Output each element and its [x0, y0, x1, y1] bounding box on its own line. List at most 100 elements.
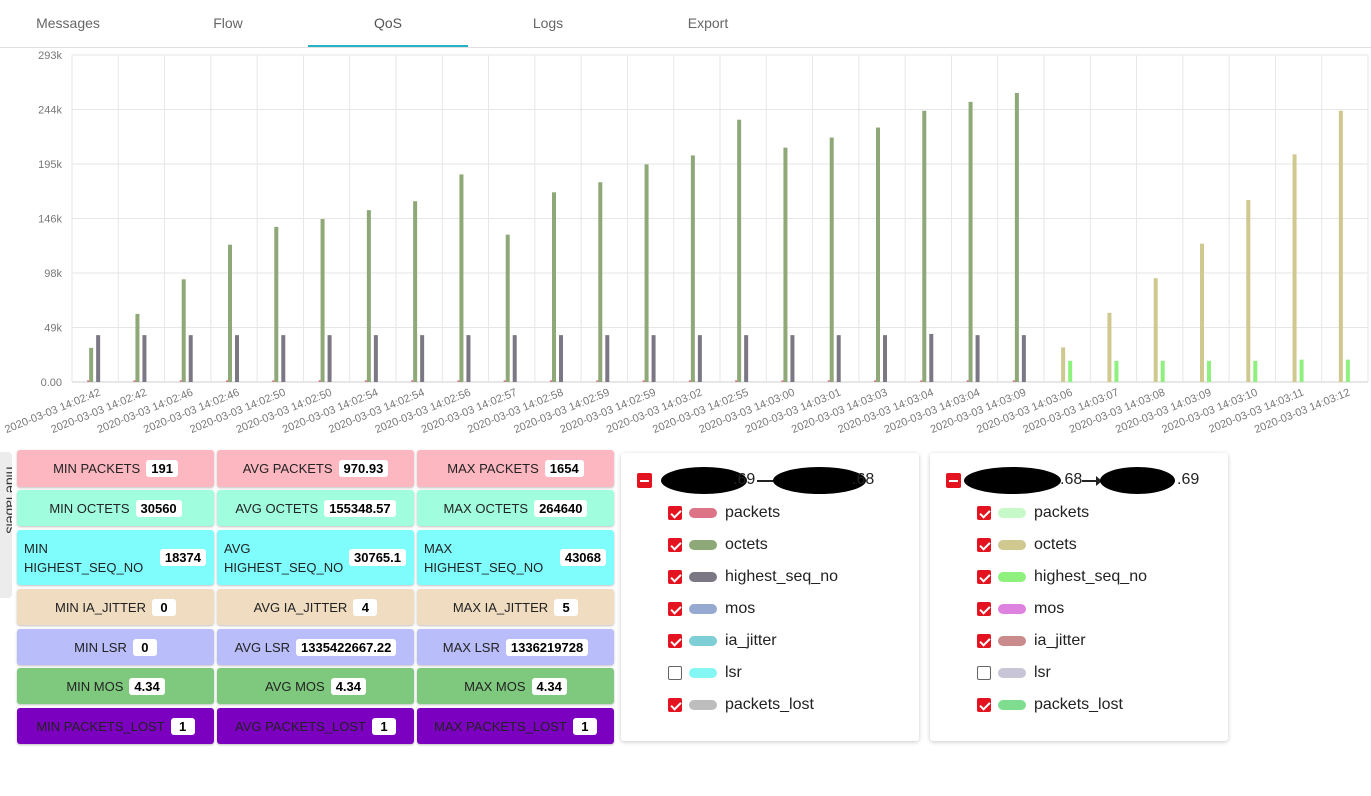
chart-bar[interactable]	[459, 174, 464, 382]
series-toggle-octets[interactable]: octets	[668, 535, 908, 557]
chart-bar[interactable]	[512, 335, 517, 382]
chart-bar[interactable]	[968, 101, 973, 382]
chart-bar[interactable]	[228, 244, 232, 382]
chart-bar[interactable]	[874, 380, 876, 382]
chart-bar[interactable]	[420, 335, 425, 382]
series-toggle-ia-jitter[interactable]: ia_jitter	[668, 631, 908, 653]
chart-bar[interactable]	[466, 335, 471, 382]
series-checkbox[interactable]	[668, 666, 682, 680]
chart-bar[interactable]	[827, 380, 830, 382]
chart-bar[interactable]	[790, 335, 795, 382]
chart-bar[interactable]	[272, 380, 275, 382]
chart-bar[interactable]	[1160, 360, 1165, 382]
chart-bar[interactable]	[133, 380, 136, 382]
series-checkbox[interactable]	[977, 570, 991, 584]
chart-bar[interactable]	[1061, 347, 1066, 382]
chart-bar[interactable]	[1068, 360, 1073, 382]
series-toggle-octets[interactable]: octets	[977, 535, 1217, 557]
chart-bar[interactable]	[366, 210, 371, 382]
chart-bar[interactable]	[457, 380, 460, 382]
chart-bar[interactable]	[1200, 243, 1204, 382]
series-checkbox[interactable]	[977, 698, 991, 712]
chart-bar[interactable]	[318, 380, 321, 382]
chart-bar[interactable]	[226, 380, 228, 382]
chart-bar[interactable]	[737, 119, 742, 382]
chart-bar[interactable]	[413, 201, 418, 382]
chart-bar[interactable]	[364, 380, 367, 382]
chart-bar[interactable]	[1207, 360, 1211, 382]
chart-bar[interactable]	[642, 380, 645, 382]
series-checkbox[interactable]	[977, 666, 991, 680]
chart-bar[interactable]	[688, 380, 691, 382]
chart-bar[interactable]	[1345, 359, 1350, 382]
chart-bar[interactable]	[929, 333, 934, 382]
chart-bar[interactable]	[281, 335, 286, 382]
chart-bar[interactable]	[1338, 110, 1343, 382]
chart-bar[interactable]	[1153, 278, 1158, 382]
chart-bar[interactable]	[87, 380, 90, 382]
chart-bar[interactable]	[876, 127, 880, 382]
series-checkbox[interactable]	[668, 634, 682, 648]
chart-bar[interactable]	[605, 335, 610, 382]
series-checkbox[interactable]	[977, 538, 991, 552]
series-checkbox[interactable]	[668, 602, 682, 616]
chart-bar[interactable]	[783, 147, 788, 382]
chart-bar[interactable]	[781, 380, 784, 382]
chart-bar[interactable]	[503, 380, 506, 382]
chart-bar[interactable]	[1292, 154, 1297, 382]
chart-bar[interactable]	[1253, 360, 1258, 382]
chart-bar[interactable]	[1012, 380, 1015, 382]
chart-bar[interactable]	[181, 279, 186, 382]
series-toggle-packets[interactable]: packets	[977, 503, 1217, 525]
chart-bar[interactable]	[188, 335, 193, 382]
series-toggle-lsr[interactable]: lsr	[668, 663, 908, 685]
series-toggle-highest-seq-no[interactable]: highest_seq_no	[668, 567, 908, 589]
chart-bar[interactable]	[1014, 92, 1019, 383]
chart-bar[interactable]	[1299, 359, 1304, 382]
chart-bar[interactable]	[235, 335, 239, 382]
series-checkbox[interactable]	[668, 538, 682, 552]
chart-bar[interactable]	[274, 226, 279, 382]
chart-bar[interactable]	[327, 335, 332, 382]
series-toggle-packets-lost[interactable]: packets_lost	[668, 695, 908, 717]
series-toggle-mos[interactable]: mos	[977, 599, 1217, 621]
series-toggle-packets-lost[interactable]: packets_lost	[977, 695, 1217, 717]
chart-bar[interactable]	[552, 192, 556, 382]
chart-bar[interactable]	[596, 380, 599, 382]
chart-bar[interactable]	[975, 335, 980, 382]
chart-bar[interactable]	[697, 335, 702, 382]
series-toggle-lsr[interactable]: lsr	[977, 663, 1217, 685]
chart-bar[interactable]	[966, 380, 969, 382]
chart-bar[interactable]	[744, 335, 749, 382]
series-checkbox[interactable]	[668, 506, 682, 520]
chart-bar[interactable]	[96, 335, 101, 382]
chart-bar[interactable]	[598, 182, 603, 382]
hide-labels-toggle[interactable]: hide labels	[0, 452, 12, 598]
chart-bar[interactable]	[836, 335, 841, 382]
chart-bar[interactable]	[179, 380, 182, 382]
chart-bar[interactable]	[922, 110, 927, 382]
collapse-stream-button[interactable]	[637, 473, 652, 488]
chart-bar[interactable]	[920, 380, 923, 382]
series-toggle-ia-jitter[interactable]: ia_jitter	[977, 631, 1217, 653]
tab-export[interactable]: Export	[687, 15, 729, 31]
chart-bar[interactable]	[89, 347, 94, 382]
series-toggle-highest-seq-no[interactable]: highest_seq_no	[977, 567, 1217, 589]
chart-bar[interactable]	[411, 380, 414, 382]
chart-bar[interactable]	[651, 335, 656, 382]
chart-bar[interactable]	[1107, 312, 1112, 382]
tab-flow[interactable]: Flow	[213, 15, 243, 31]
collapse-stream-button[interactable]	[946, 473, 961, 488]
series-checkbox[interactable]	[668, 570, 682, 584]
chart-bar[interactable]	[135, 313, 140, 382]
chart-bar[interactable]	[550, 380, 552, 382]
series-checkbox[interactable]	[977, 506, 991, 520]
chart-bar[interactable]	[735, 380, 738, 382]
chart-bar[interactable]	[505, 234, 510, 382]
series-checkbox[interactable]	[977, 634, 991, 648]
tab-messages[interactable]: Messages	[36, 15, 100, 31]
chart-bar[interactable]	[559, 335, 563, 382]
chart-bar[interactable]	[1114, 360, 1119, 382]
series-toggle-packets[interactable]: packets	[668, 503, 908, 525]
series-checkbox[interactable]	[668, 698, 682, 712]
